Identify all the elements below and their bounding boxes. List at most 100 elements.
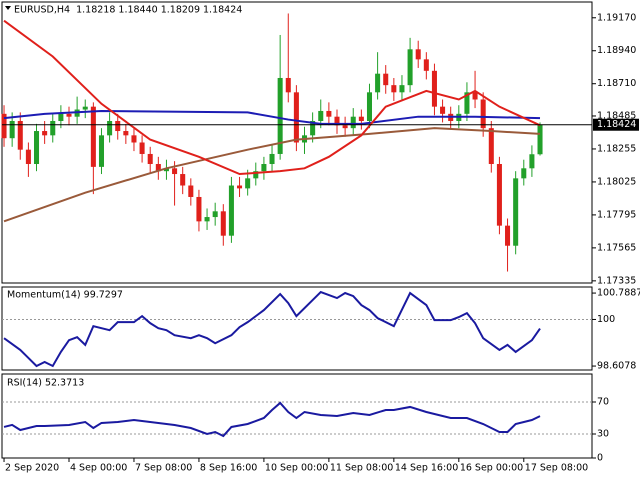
candle-body	[107, 120, 113, 136]
last-price-label: 1.18424	[597, 119, 636, 130]
candle-body	[521, 168, 527, 179]
candle-body	[66, 113, 72, 117]
candle-body	[537, 124, 543, 155]
candle-body	[293, 92, 299, 143]
menu-icon[interactable]	[5, 6, 11, 10]
candle-body	[245, 178, 251, 189]
candle-body	[472, 92, 478, 100]
candle-body	[407, 49, 413, 86]
candle-body	[220, 211, 226, 236]
candle-body	[529, 154, 535, 169]
candle-body	[180, 174, 186, 186]
candle-body	[505, 225, 511, 246]
candle-body	[253, 171, 259, 179]
candle-body	[17, 120, 23, 150]
y-tick-label: 1.17335	[597, 275, 636, 286]
candle-body	[212, 211, 218, 218]
y-tick-label: 1.17795	[597, 209, 636, 220]
candle-body	[358, 116, 364, 121]
y-tick-label: 100.7887	[597, 288, 640, 299]
line-series	[3, 127, 541, 223]
candle-body	[33, 131, 40, 165]
line-series	[3, 109, 541, 125]
y-tick-label: 1.18710	[597, 78, 636, 89]
x-tick-label: 2 Sep 2020	[5, 463, 59, 474]
candle-body	[423, 59, 429, 71]
candle-body	[9, 120, 15, 139]
y-tick-label: 1.18940	[597, 45, 636, 56]
rsi-title: RSI(14) 52.3713	[7, 378, 84, 389]
candle-body	[366, 92, 372, 121]
candle-body	[155, 164, 161, 172]
candle-body	[237, 185, 243, 189]
candle-body	[350, 116, 356, 129]
x-tick-label: 7 Sep 08:00	[135, 463, 192, 474]
x-tick-label: 8 Sep 16:00	[200, 463, 257, 474]
y-tick-label: 1.17565	[597, 242, 636, 253]
candle-body	[383, 73, 389, 86]
candle-body	[50, 120, 56, 136]
last-price-box	[593, 118, 639, 131]
main-panel	[1, 1, 593, 284]
y-tick-label: 1.18255	[597, 143, 636, 154]
candle-body	[318, 110, 324, 121]
x-tick-label: 11 Sep 08:00	[330, 463, 393, 474]
candle-body	[277, 77, 283, 154]
x-tick-label: 17 Sep 08:00	[525, 463, 588, 474]
candle-body	[310, 120, 316, 136]
line-series	[3, 401, 541, 438]
candle-body	[334, 116, 340, 126]
x-tick-label: 10 Sep 00:00	[265, 463, 328, 474]
y-tick-label: 0	[597, 453, 603, 464]
candle-body	[25, 149, 31, 165]
candle-body	[513, 178, 519, 246]
candle-body	[228, 185, 234, 236]
y-tick-label: 30	[597, 429, 609, 440]
y-tick-label: 1.18025	[597, 176, 636, 187]
candle-body	[480, 99, 486, 129]
candle-body	[115, 120, 121, 132]
x-tick-label: 4 Sep 00:00	[70, 463, 127, 474]
y-tick-label: 1.18485	[597, 110, 636, 121]
x-tick-label: 14 Sep 16:00	[395, 463, 458, 474]
candle-body	[123, 131, 129, 136]
candle-body	[131, 135, 137, 143]
candle-body	[440, 106, 446, 114]
candle-body	[139, 142, 145, 154]
candle-body	[464, 92, 470, 114]
candle-body	[1, 113, 7, 139]
main-title: EURUSD,H4 1.18218 1.18440 1.18209 1.1842…	[14, 5, 242, 16]
candle-body	[269, 153, 275, 165]
candle-body	[375, 73, 381, 93]
line-series	[3, 290, 541, 368]
candle-body	[98, 135, 105, 167]
candle-body	[58, 113, 64, 121]
candle-body	[172, 168, 178, 175]
y-tick-label: 98.6078	[597, 361, 636, 372]
line-series	[3, 19, 541, 176]
candle-body	[488, 128, 494, 165]
candle-body	[431, 70, 437, 107]
candle-body	[196, 196, 202, 222]
y-tick-label: 70	[597, 397, 609, 408]
candle-body	[188, 185, 194, 197]
candle-body	[399, 85, 405, 93]
momentum-title: Momentum(14) 99.7297	[7, 290, 123, 301]
candle-body	[342, 125, 348, 129]
candle-body	[261, 164, 267, 172]
candle-body	[496, 164, 502, 226]
candle-body	[42, 131, 48, 136]
candle-body	[90, 106, 96, 167]
candle-body	[285, 77, 291, 93]
candle-body	[82, 106, 88, 110]
candle-body	[326, 110, 332, 117]
candle-body	[163, 168, 169, 172]
y-tick-label: 100	[597, 314, 615, 325]
candle-body	[415, 49, 421, 60]
x-tick-label: 16 Sep 00:00	[460, 463, 523, 474]
candle-body	[204, 217, 210, 222]
y-tick-label: 1.19170	[597, 12, 636, 23]
